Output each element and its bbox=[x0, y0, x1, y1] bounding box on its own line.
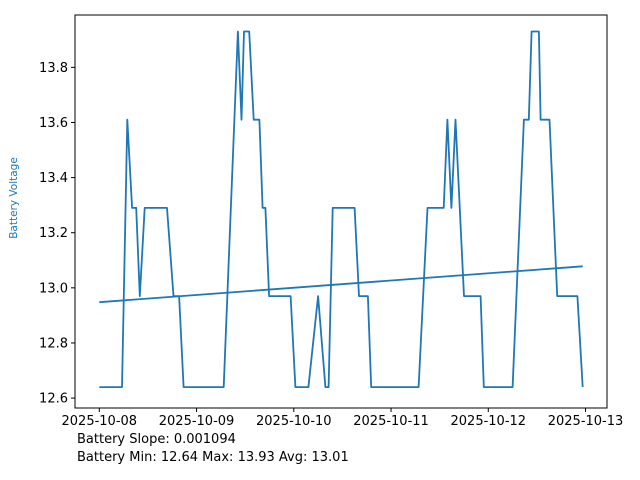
stats-minmax-line: Battery Min: 12.64 Max: 13.93 Avg: 13.01 bbox=[77, 450, 349, 465]
y-tick-label: 12.8 bbox=[39, 336, 68, 351]
x-tick-label: 2025-10-10 bbox=[256, 414, 332, 429]
y-tick-label: 13.2 bbox=[39, 226, 68, 241]
stats-annotation: Battery Slope: 0.001094 Battery Min: 12.… bbox=[77, 431, 349, 467]
y-tick-label: 13.0 bbox=[39, 281, 68, 296]
x-tick-label: 2025-10-09 bbox=[159, 414, 235, 429]
battery-voltage-line bbox=[99, 30, 584, 389]
axes-frame bbox=[74, 14, 608, 409]
y-tick-label: 12.6 bbox=[39, 392, 68, 407]
x-tick-label: 2025-10-13 bbox=[548, 414, 624, 429]
y-axis-label: Battery Voltage bbox=[8, 157, 20, 239]
y-tick-label: 13.4 bbox=[39, 171, 68, 186]
y-tick-label: 13.6 bbox=[39, 116, 68, 131]
x-tick-label: 2025-10-08 bbox=[62, 414, 138, 429]
trend-line bbox=[99, 265, 583, 304]
stats-slope-line: Battery Slope: 0.001094 bbox=[77, 432, 236, 447]
x-tick-label: 2025-10-12 bbox=[451, 414, 527, 429]
y-tick-label: 13.8 bbox=[39, 61, 68, 76]
x-tick-label: 2025-10-11 bbox=[353, 414, 429, 429]
